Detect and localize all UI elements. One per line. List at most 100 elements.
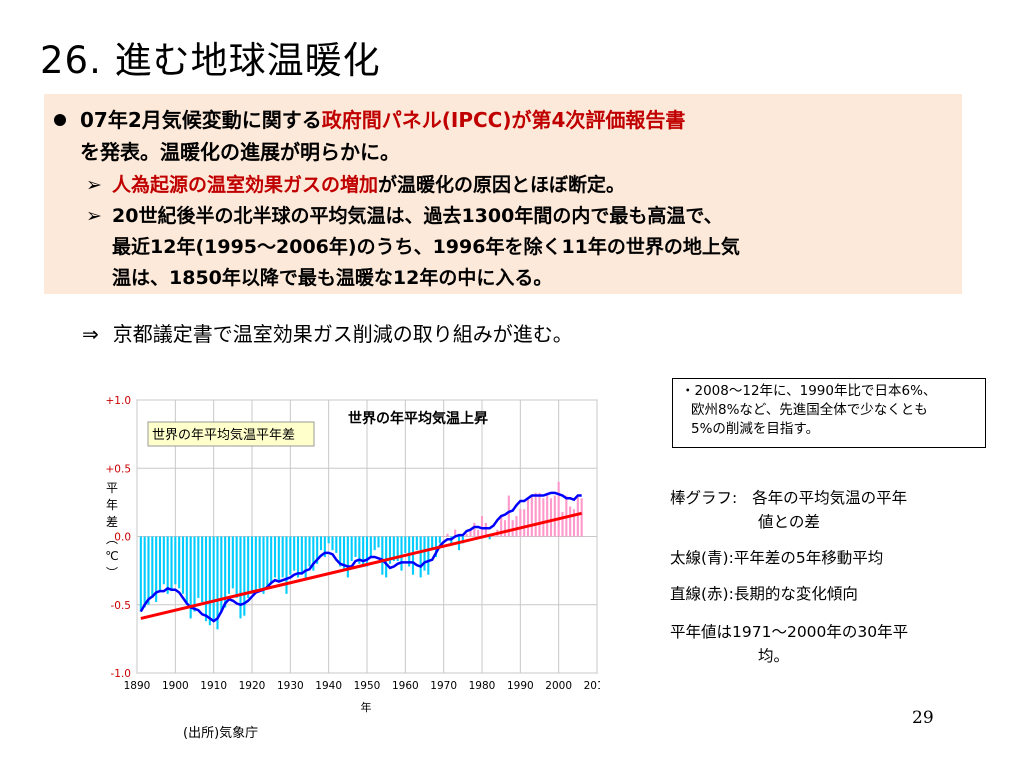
legend-desc-bars: 棒グラフ: 各年の平均気温の平年 値との差 [670,486,907,534]
bar [170,536,173,592]
bar [243,536,246,616]
bar [404,536,407,553]
bar [147,536,150,605]
bar [392,536,395,562]
bar [572,509,576,537]
bar [415,536,418,551]
note-line2: 欧州8%など、先進国全体で少なくとも [691,402,928,418]
y-tick-label: -0.5 [111,600,132,612]
legend-desc-baseline: 平年値は1971〜2000年の30年平 均。 [670,620,908,668]
bar [335,536,338,553]
sub-bullet-cause: ➢ 人為起源の温室効果ガスの増加が温暖化の原因とほぼ断定。 [86,170,932,201]
bar [561,511,564,537]
bar [411,536,415,575]
bar [151,536,154,598]
sub2-line3: 温は、1850年以降で最も温暖な12年の中に入る。 [112,267,553,289]
bullet-ipcc-report: 07年2月気候変動に関する政府間パネル(IPCC)が第4次評価報告書 を発表。温… [54,104,944,168]
legend-desc-trend: 直線(赤):長期的な変化傾向 [670,582,858,606]
legend-desc-label: 平年値は [670,623,733,641]
legend-label: 世界の年平均気温平年差 [152,427,295,443]
bar [208,536,211,626]
temperature-chart: 1890 1900 1910 1920 1930 1940 1950 1960 1970 1980… [100,390,610,735]
bar [358,536,361,564]
bar [189,536,192,619]
bar [331,536,334,551]
summary-panel: 07年2月気候変動に関する政府間パネル(IPCC)が第4次評価報告書 を発表。温… [44,94,962,294]
bar [262,536,265,594]
bar [503,520,507,537]
x-tick-label: 1940 [315,680,342,692]
bar [388,536,392,564]
bullet1-text-a: 07年2月気候変動に関する [80,108,322,132]
bar [530,495,533,537]
bar [339,536,342,567]
bar [369,536,372,557]
conclusion-text: 京都議定書で温室効果ガス削減の取り組みが進む。 [112,322,573,346]
bar [580,498,583,537]
sub-bullet-temperature: ➢ 20世紀後半の北半球の平均気温は、過去1300年間の内で最も高温で、 最近1… [86,201,932,294]
y-axis-label-char: ℃ [105,549,118,563]
bar [254,536,257,592]
x-tick-label: 1920 [239,680,266,692]
y-axis-label-char: 平 [106,481,118,495]
bar [227,536,231,594]
implies-icon: ⇒ [82,322,99,346]
bar [197,536,200,598]
bar [507,495,510,537]
bar [235,536,238,598]
bar [461,536,464,544]
y-tick-label: +0.5 [106,463,132,475]
bar [220,536,223,612]
arrow-bullet-icon: ➢ [86,205,102,227]
bullet1-text-line2: を発表。温暖化の進展が明らかに。 [80,140,400,164]
bar [258,536,261,589]
bar [408,536,411,567]
bar [523,509,526,537]
bar [377,536,380,548]
x-tick-label: 2010 [584,680,600,692]
bar [538,492,541,537]
bar [300,536,303,575]
x-axis-label: 年 [361,700,372,714]
bar [323,536,326,557]
x-tick-label: 2000 [545,680,572,692]
source-credit: (出所)気象庁 [183,726,259,741]
y-axis-label-char: 年 [106,498,118,512]
trend-line [140,511,583,620]
bar [542,498,545,537]
y-tick-label: 0.0 [114,532,131,544]
bar [185,536,188,605]
bar [396,536,399,562]
bar [342,536,346,571]
bar [270,536,273,585]
bar [181,536,185,594]
bar [285,536,288,594]
y-axis-label-char: ︵ [106,532,118,546]
conclusion: ⇒ 京都議定書で温室効果ガス削減の取り組みが進む。 [82,318,573,347]
bar [212,536,215,622]
sub2-line1: 20世紀後半の北半球の平均気温は、過去1300年間の内で最も高温で、 [112,205,723,227]
bar [423,536,426,571]
bar [273,536,277,578]
bar [346,536,349,578]
x-tick-label: 1890 [124,680,151,692]
bar [201,536,204,603]
bar [381,536,384,575]
bar [427,536,430,575]
bar [553,495,556,537]
bar [158,536,162,592]
note-line3: 5%の削減を目指す。 [691,421,820,437]
x-tick-label: 1910 [200,680,227,692]
bar [289,536,292,575]
bar [419,536,422,578]
bar [488,536,491,540]
bar [373,536,376,551]
bar [224,536,227,608]
bar [454,529,457,537]
x-tick-label: 1930 [277,680,304,692]
bar [216,536,219,630]
bar [365,536,369,567]
bullet1-text-red: 政府間パネル(IPCC)が第4次評価報告書 [321,108,686,132]
bar [231,536,234,589]
bar [465,533,468,537]
